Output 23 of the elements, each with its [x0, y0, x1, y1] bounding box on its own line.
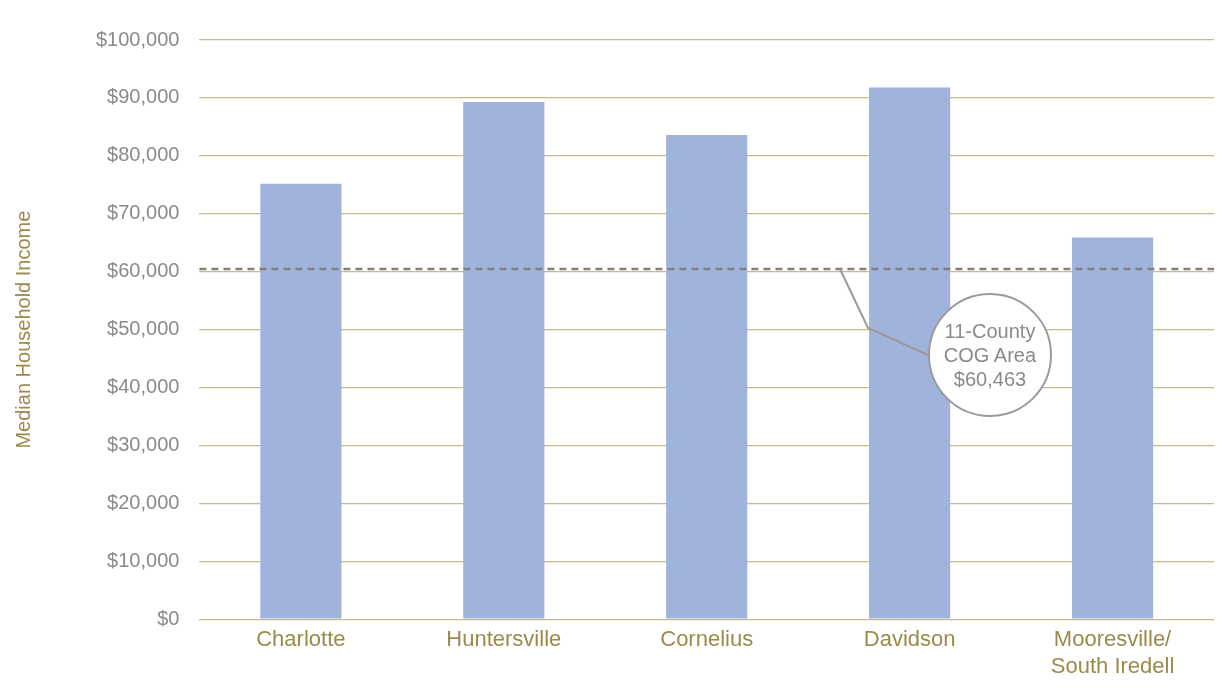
- bar: [666, 134, 748, 619]
- y-axis-title: Median Household Income: [11, 210, 34, 449]
- y-tick-label: $0: [157, 606, 180, 629]
- y-tick-label: $100,000: [96, 27, 180, 50]
- y-tick-label: $10,000: [107, 548, 180, 571]
- y-tick-label: $40,000: [107, 375, 180, 398]
- y-tick-label: $70,000: [107, 201, 180, 224]
- callout-circle: 11-County COG Area $60,463: [928, 293, 1052, 417]
- y-tick-label: $80,000: [107, 143, 180, 166]
- x-tick-label: Mooresville/ South Iredell: [1050, 626, 1175, 678]
- x-tick-label: Cornelius: [660, 626, 754, 652]
- bar: [260, 183, 342, 619]
- x-tick-label: Huntersville: [446, 626, 562, 652]
- y-tick-label: $60,000: [107, 259, 180, 282]
- x-tick-label: Davidson: [863, 626, 956, 652]
- ref-line-label: 11-County COG Area $60,463: [943, 319, 1037, 391]
- y-tick-label: $30,000: [107, 432, 180, 455]
- bar: [463, 101, 545, 619]
- y-tick-label: $50,000: [107, 317, 180, 340]
- y-tick-label: $90,000: [107, 85, 180, 108]
- x-tick-label: Charlotte: [256, 626, 346, 652]
- bar: [1071, 237, 1154, 619]
- y-tick-label: $20,000: [107, 490, 180, 513]
